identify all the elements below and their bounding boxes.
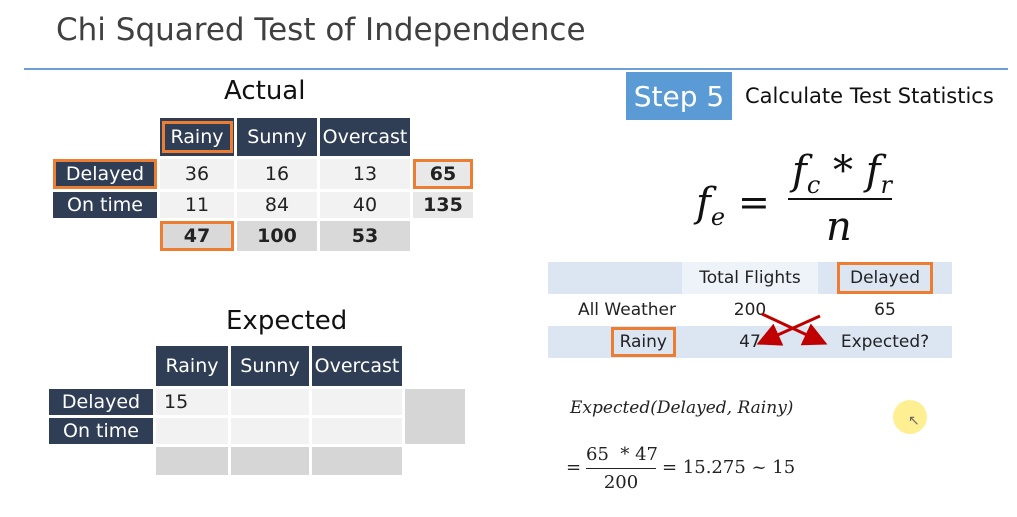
flights-table: Total Flights Delayed All Weather 200 65…: [548, 262, 952, 358]
expected-header-overcast: Overcast: [312, 346, 402, 386]
expected-row-label-ontime: On time: [49, 418, 153, 444]
flights-row-label-cell: Rainy: [548, 326, 682, 358]
cross-arrows: [756, 312, 828, 346]
actual-row-total-delayed: 65: [413, 159, 473, 189]
calc-fraction: 65 * 47 200: [586, 444, 658, 493]
expected-header-rainy: Rainy: [156, 346, 228, 386]
expected-col-total: [312, 447, 402, 475]
calc-fraction-bar: [586, 468, 656, 469]
cursor-arrow-icon: ↖: [908, 412, 920, 428]
flights-row: Rainy 47 Expected?: [548, 326, 952, 358]
expected-row-label-delayed: Delayed: [49, 389, 153, 415]
actual-header-overcast: Overcast: [320, 118, 410, 156]
flights-header-delayed: Delayed: [836, 262, 933, 294]
flights-header-row: Total Flights Delayed: [548, 262, 952, 294]
flights-header-total: Total Flights: [682, 262, 818, 294]
flights-cell: 65: [874, 300, 896, 320]
actual-cell: 11: [160, 192, 234, 218]
expected-cell: [231, 389, 309, 415]
calc-equals: =: [566, 457, 582, 478]
title-divider: [24, 68, 1008, 70]
formula-denominator: n: [826, 204, 852, 250]
cursor-highlight: [893, 400, 927, 434]
formula-fraction-bar: [788, 198, 892, 200]
calc-numerator: 65 * 47: [586, 444, 658, 465]
actual-col-total-sunny: 100: [237, 221, 317, 251]
step-description: Calculate Test Statistics: [745, 84, 994, 108]
flights-cell: 200: [733, 300, 767, 320]
flights-cell: Expected?: [818, 326, 952, 358]
actual-row-label-delayed: Delayed: [53, 159, 157, 189]
expected-col-total: [231, 447, 309, 475]
formula-equals: =: [738, 180, 770, 224]
expected-cell: 15: [156, 389, 228, 415]
actual-col-total-rainy: 47: [160, 221, 234, 251]
actual-cell: 36: [160, 159, 234, 189]
actual-cell: 40: [320, 192, 410, 218]
expected-caption: Expected: [226, 306, 348, 336]
expected-cell: [156, 418, 228, 444]
expected-header-sunny: Sunny: [231, 346, 309, 386]
expected-cell: [312, 389, 402, 415]
actual-caption: Actual: [224, 76, 306, 106]
actual-row-total-ontime: 135: [413, 192, 473, 218]
actual-header-rainy: Rainy: [160, 118, 234, 156]
formula-numerator: fc * fr: [792, 148, 892, 199]
expected-row-total: [405, 389, 465, 444]
slide-title: Chi Squared Test of Independence: [56, 12, 586, 48]
flights-corner: [548, 262, 682, 294]
expected-cell: [231, 418, 309, 444]
actual-header-sunny: Sunny: [237, 118, 317, 156]
actual-cell: 16: [237, 159, 317, 189]
actual-col-total-overcast: 53: [320, 221, 410, 251]
actual-table: Rainy Sunny Overcast Delayed 36 16 13 65…: [50, 115, 476, 254]
flights-row-label: All Weather: [577, 300, 676, 320]
flights-header-delayed-cell: Delayed: [818, 262, 952, 294]
formula-lhs: fe: [696, 180, 726, 231]
arrow-delayed-to-rainy: [756, 314, 821, 346]
calc-result: = 15.275 ~ 15: [662, 457, 796, 478]
expected-col-total: [156, 447, 228, 475]
step-badge: Step 5: [626, 72, 732, 120]
expected-frequency-formula: fe = fc * fr n: [696, 148, 906, 250]
flights-row: All Weather 200 65: [548, 294, 952, 326]
calc-denominator: 200: [603, 472, 639, 493]
actual-cell: 13: [320, 159, 410, 189]
actual-cell: 84: [237, 192, 317, 218]
actual-row-label-ontime: On time: [53, 192, 157, 218]
flights-cell: 47: [682, 326, 818, 358]
calc-label: Expected(Delayed, Rainy): [570, 398, 794, 418]
flights-row-label: Rainy: [610, 327, 676, 357]
expected-cell: [312, 418, 402, 444]
expected-table: Rainy Sunny Overcast Delayed 15 On time: [46, 343, 468, 478]
